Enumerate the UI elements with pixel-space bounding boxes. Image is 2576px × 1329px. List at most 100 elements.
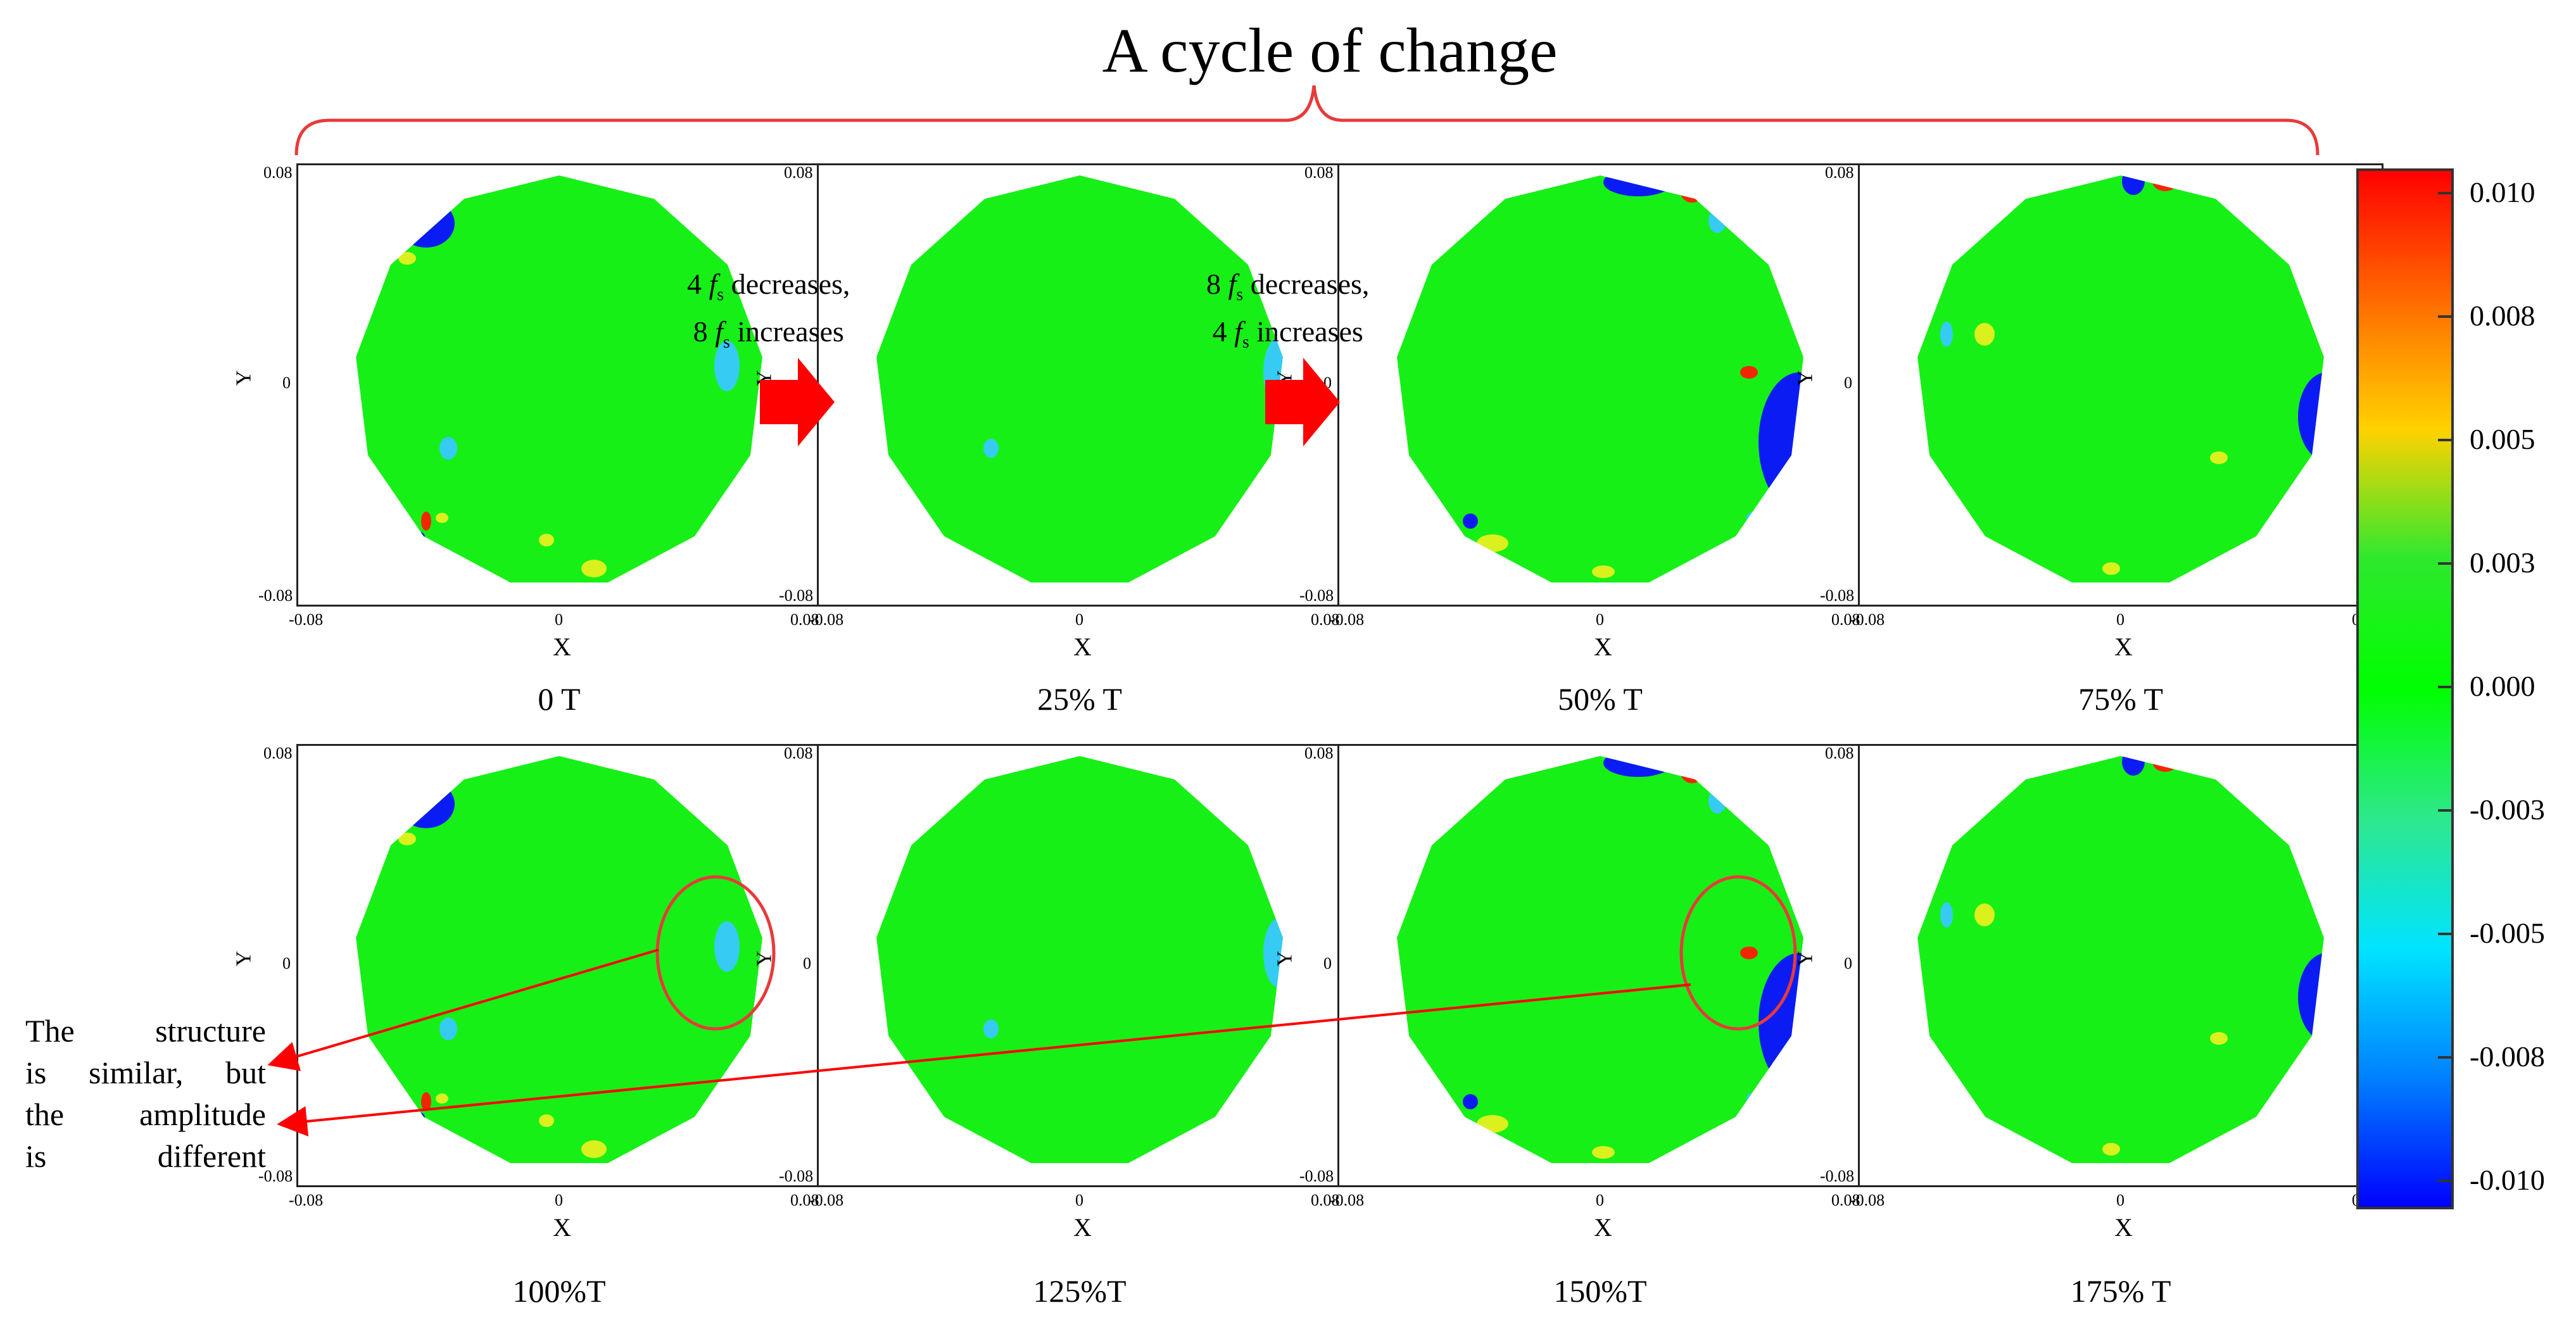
contour-patch <box>1974 323 1995 346</box>
contour-patch <box>861 334 874 347</box>
x-axis-label: X <box>2114 1213 2133 1242</box>
x-tick-label: 0.08 <box>790 1191 819 1209</box>
contour-field <box>1917 756 2324 1163</box>
contour-patch <box>1463 513 1478 529</box>
contour-patch <box>714 921 740 972</box>
contour-patch <box>2102 562 2120 575</box>
contour-patch <box>1746 1092 1764 1105</box>
contour-patch <box>2298 953 2324 1042</box>
y-tick-label: 0 <box>1844 374 1852 392</box>
x-axis-label: X <box>1594 1213 1612 1242</box>
contour-patch <box>2122 756 2145 776</box>
caption-100T: 100%T <box>512 1273 606 1309</box>
y-tick-label: -0.08 <box>1820 586 1855 605</box>
caption-25T: 25% T <box>1037 681 1122 717</box>
contour-patch <box>1512 573 1530 583</box>
contour-field <box>356 756 762 1163</box>
contour-patch <box>1410 518 1423 531</box>
contour-patch <box>1477 1115 1508 1133</box>
figure-title: A cycle of change <box>1102 15 1558 85</box>
contour-patch <box>2102 1143 2120 1156</box>
y-axis-label: Y <box>232 370 256 386</box>
contour-patch <box>676 780 691 790</box>
contour-patch <box>325 839 338 896</box>
x-tick-label: 0 <box>1596 1191 1604 1209</box>
panel-100T: 0.08 0 -0.08 -0.08 0 0.08 X Y <box>232 744 822 1242</box>
contour-patch <box>539 534 554 546</box>
contour-patch <box>1740 366 1758 379</box>
contour-patch <box>1592 565 1615 578</box>
contour-patch <box>1746 512 1764 524</box>
contour-patch <box>356 366 358 461</box>
caption-50T: 50% T <box>1558 681 1643 717</box>
caption-150T: 150%T <box>1553 1273 1647 1309</box>
x-tick-label: -0.08 <box>809 1191 844 1209</box>
x-tick-label: 0 <box>1596 610 1604 629</box>
contour-patch <box>1410 1099 1423 1111</box>
x-tick-label: 0.08 <box>790 610 819 629</box>
contour-patch <box>1356 420 1382 451</box>
contour-patch <box>2210 1032 2228 1045</box>
contour-field <box>876 175 1283 583</box>
contour-patch <box>1477 534 1508 552</box>
contour-patch <box>1708 208 1726 233</box>
y-tick-label: 0.08 <box>1825 163 1854 182</box>
colorbar-tick-label: -0.008 <box>2470 1040 2545 1073</box>
contour-patch <box>1940 322 1953 347</box>
contour-patch <box>983 439 999 458</box>
contour-patch <box>325 258 338 315</box>
x-tick-label: 0 <box>1075 610 1083 629</box>
y-tick-label: 0 <box>1844 954 1852 973</box>
contour-patch <box>439 437 457 460</box>
contour-patch <box>415 1112 425 1123</box>
contour-patch <box>415 532 425 542</box>
contour-patch <box>1679 756 1705 783</box>
y-axis-label: Y <box>1793 950 1817 967</box>
x-tick-label: 0 <box>2116 610 2125 629</box>
y-tick-label: -0.08 <box>1299 586 1334 605</box>
caption-175T: 175% T <box>2070 1273 2171 1309</box>
contour-patch <box>1940 902 1953 928</box>
contour-patch <box>2152 175 2178 191</box>
contour-patch <box>1592 1146 1615 1159</box>
x-axis-label: X <box>2114 633 2133 661</box>
y-tick-label: -0.08 <box>258 586 293 605</box>
contour-patch <box>458 1157 470 1163</box>
contour-patch <box>398 833 416 845</box>
contour-patch <box>1974 904 1995 926</box>
contour-patch <box>714 341 740 391</box>
transition-text-1: 4 fs decreases, 8 fs increases <box>687 268 850 353</box>
contour-patch <box>2278 240 2299 258</box>
colorbar-tick-label: -0.010 <box>2470 1164 2545 1196</box>
cycle-bracket <box>294 85 2320 156</box>
colorbar <box>2356 168 2454 1209</box>
x-tick-label: 0 <box>2116 1191 2125 1209</box>
x-axis-label: X <box>553 1213 571 1242</box>
panel-150T: 0.08 0 -0.08 -0.08 0 0.08 X Y <box>1273 744 1863 1242</box>
colorbar-tick-label: 0.008 <box>2470 299 2535 332</box>
contour-patch <box>1603 756 1673 777</box>
x-tick-label: 0.08 <box>1311 610 1340 629</box>
annotation-text: The structure is similar, but the amplit… <box>25 1013 266 1174</box>
contour-field <box>1397 175 1803 583</box>
x-tick-label: -0.08 <box>1330 610 1365 629</box>
contour-patch <box>581 560 607 577</box>
contour-field <box>1917 175 2324 583</box>
y-axis-label: Y <box>1793 370 1817 386</box>
y-tick-label: 0 <box>803 954 811 973</box>
contour-patch <box>401 195 445 208</box>
contour-patch <box>1679 175 1705 203</box>
x-tick-label: 0 <box>555 1191 563 1209</box>
contour-patch <box>693 222 710 237</box>
contour-patch <box>2278 821 2299 838</box>
x-tick-label: -0.08 <box>1850 1191 1885 1209</box>
contour-patch <box>436 1093 448 1104</box>
contour-patch <box>401 776 445 788</box>
contour-patch <box>983 1019 999 1038</box>
panel-75T: 0.08 0 -0.08 -0.08 0 0.08 X Y <box>1793 163 2383 661</box>
contour-patch <box>1263 918 1283 988</box>
panel-125T: 0.08 0 -0.08 -0.08 0 0.08 X Y <box>752 744 1342 1242</box>
contour-patch <box>421 1092 431 1111</box>
